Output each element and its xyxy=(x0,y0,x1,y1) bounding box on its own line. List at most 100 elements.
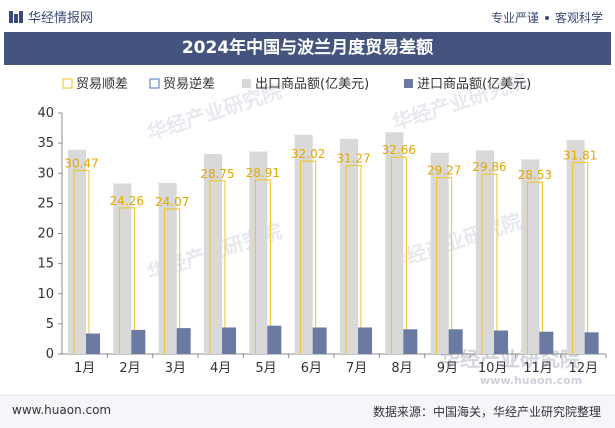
surplus-value-label: 32.02 xyxy=(291,147,325,161)
import-bar xyxy=(131,329,146,354)
surplus-value-label: 28.75 xyxy=(200,167,234,181)
legend-swatch-export xyxy=(242,79,251,88)
x-tick-label: 6月 xyxy=(301,361,322,376)
surplus-bar xyxy=(572,161,589,354)
surplus-value-label: 29.86 xyxy=(472,160,506,174)
footer-url[interactable]: www.huaon.com xyxy=(12,403,112,417)
import-bar xyxy=(584,332,599,354)
x-tick-label: 7月 xyxy=(346,361,367,376)
import-bar xyxy=(222,327,236,354)
surplus-value-label: 31.27 xyxy=(336,152,370,166)
export-bar xyxy=(385,132,404,354)
y-tick-label: 10 xyxy=(37,287,54,302)
import-bar xyxy=(448,329,463,354)
tagline: 专业严谨 客观科学 xyxy=(491,9,603,26)
y-tick-label: 25 xyxy=(37,196,54,211)
legend-item[interactable]: 贸易顺差 xyxy=(62,77,128,92)
surplus-bar xyxy=(209,180,226,354)
footer-source: 数据来源：中国海关，华经产业研究院整理 xyxy=(372,405,601,419)
legend-item[interactable]: 进口商品额(亿美元) xyxy=(404,77,531,92)
x-tick-label: 9月 xyxy=(437,361,458,376)
surplus-value-label: 28.91 xyxy=(246,166,280,180)
legend-item[interactable]: 贸易逆差 xyxy=(149,76,215,92)
import-bar xyxy=(86,333,100,354)
brand-logo-icon xyxy=(9,10,23,23)
surplus-bar xyxy=(345,165,362,354)
x-tick-label: 11月 xyxy=(523,361,553,376)
tagline-dot-icon xyxy=(544,16,549,20)
data-labels: 30.47 24.26 24.07 28.75 28.91 32.02 31.27 32.66… xyxy=(64,143,597,209)
watermark-text: 华经产业研究院 xyxy=(384,209,525,275)
legend-swatch-deficit xyxy=(149,78,160,89)
footer: www.huaon.com 数据来源：中国海关，华经产业研究院整理 xyxy=(0,395,615,428)
surplus-value-label: 24.26 xyxy=(110,194,144,208)
legend-label: 贸易逆差 xyxy=(163,76,215,92)
y-tick-label: 40 xyxy=(37,106,54,121)
y-tick-label: 35 xyxy=(37,136,54,151)
watermark-text-strong: 华经产业研究院 xyxy=(440,347,580,371)
import-bar xyxy=(312,327,327,354)
chart-title: 2024年中国与波兰月度贸易差额 xyxy=(181,38,434,58)
y-tick-label: 15 xyxy=(37,257,54,272)
import-bar xyxy=(267,325,282,354)
tagline-right: 客观科学 xyxy=(554,11,603,25)
import-bar xyxy=(358,327,372,354)
export-bar xyxy=(521,159,540,354)
x-tick-label: 4月 xyxy=(210,361,231,376)
surplus-bar xyxy=(526,181,543,354)
surplus-bar xyxy=(164,208,181,354)
surplus-bar xyxy=(73,169,90,354)
export-bar xyxy=(113,183,132,354)
surplus-bar xyxy=(436,177,453,354)
y-tick-label: 5 xyxy=(46,317,54,332)
brand-name: 华经情报网 xyxy=(28,11,94,26)
y-tick-label: 30 xyxy=(37,166,54,181)
export-bar xyxy=(566,140,585,354)
surplus-bar xyxy=(390,156,407,354)
surplus-value-label: 30.47 xyxy=(64,156,98,170)
top-bar: 华经情报网 专业严谨 客观科学 xyxy=(0,0,615,32)
export-bar xyxy=(476,150,494,354)
surplus-bar xyxy=(481,173,498,354)
bars xyxy=(68,132,599,354)
chart: 华经产业研究院华经产业研究院华经产业研究院华经产业研究院华经产业研究院www.h… xyxy=(37,69,607,387)
x-tick-label: 3月 xyxy=(165,361,186,376)
title-bar: 2024年中国与波兰月度贸易差额 xyxy=(4,32,611,65)
surplus-value-label: 32.66 xyxy=(382,143,416,157)
legend-label: 进口商品额(亿美元) xyxy=(417,77,531,92)
export-bar xyxy=(204,153,222,354)
x-tick-label: 5月 xyxy=(255,361,276,376)
surplus-bar xyxy=(118,207,135,354)
export-bar xyxy=(340,138,358,354)
export-bar xyxy=(249,151,268,354)
import-bar xyxy=(403,329,418,354)
export-bar xyxy=(430,152,449,354)
y-tick-label: 0 xyxy=(46,347,54,362)
surplus-value-label: 24.07 xyxy=(155,195,189,209)
import-bar xyxy=(494,330,508,354)
x-tick-label: 2月 xyxy=(119,361,140,376)
brand[interactable]: 华经情报网 xyxy=(8,7,93,26)
surplus-bar xyxy=(300,160,317,354)
x-tick-label: 10月 xyxy=(478,361,508,376)
import-bar xyxy=(176,328,191,354)
surplus-value-label: 31.81 xyxy=(563,148,597,162)
legend-label: 贸易顺差 xyxy=(76,77,128,92)
legend-item[interactable]: 出口商品额(亿美元) xyxy=(242,77,369,92)
watermark-url: www.huaon.com xyxy=(480,374,582,387)
export-bar xyxy=(158,182,177,354)
legend: 贸易顺差 贸易逆差 出口商品额(亿美元) 进口商品额(亿美元) xyxy=(62,76,531,92)
x-tick-label: 12月 xyxy=(569,361,599,376)
surplus-bar xyxy=(254,179,271,354)
x-tick-label: 1月 xyxy=(74,361,95,376)
x-tick-label: 8月 xyxy=(391,361,412,376)
tagline-left: 专业严谨 xyxy=(490,11,539,25)
y-tick-label: 20 xyxy=(37,227,54,242)
export-bar xyxy=(294,134,313,354)
axes: 0 5 10 15 20 25 30 35 40 1月 2月 3月 4月 5月 6月 7月 8月 9月 10月 11月… xyxy=(37,106,607,376)
export-bar xyxy=(68,149,86,354)
legend-label: 出口商品额(亿美元) xyxy=(255,77,369,92)
surplus-value-label: 28.53 xyxy=(518,168,552,182)
surplus-value-label: 29.27 xyxy=(427,164,461,178)
